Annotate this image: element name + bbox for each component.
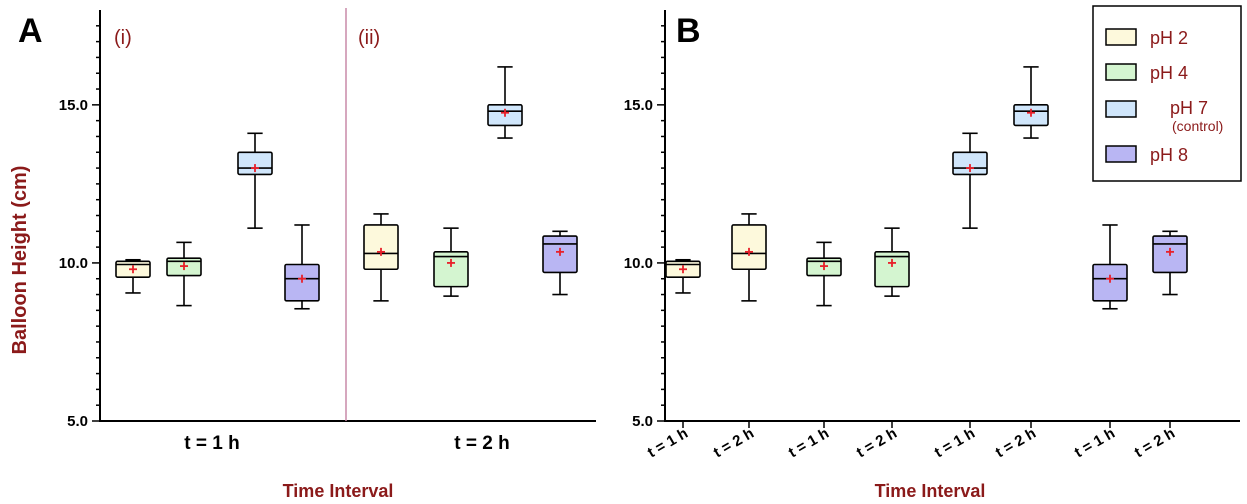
panel-b-xlabel: Time Interval [875, 481, 986, 501]
legend-label-ph4: pH 4 [1150, 63, 1188, 83]
panel-b-box-ph8 [1092, 224, 1128, 310]
legend: pH 2 pH 4 pH 7 (control) pH 8 [1092, 5, 1242, 182]
panel-a-box-ph7 [237, 132, 273, 229]
panel-a-boxes [115, 66, 578, 310]
panel-b-boxes [665, 66, 1188, 310]
panel-b-box-ph4 [806, 241, 842, 307]
panel-a-box-ph4 [433, 227, 469, 297]
panel-b-ytick-label: 5.0 [632, 413, 653, 430]
panel-b-box-ph2 [731, 213, 767, 302]
box-iqr [433, 251, 469, 288]
panel-a-ytick-label: 15.0 [59, 97, 88, 114]
legend-swatch-ph2 [1105, 28, 1137, 46]
panel-b-xtick-label: t = 1 h [932, 425, 978, 462]
panel-a-ylabel: Balloon Height (cm) [9, 166, 31, 355]
panel-b-box-ph2 [665, 258, 701, 294]
panel-a-ytick-label: 5.0 [67, 413, 88, 430]
legend-label-ph7: pH 7 [1170, 98, 1208, 118]
panel-b-xtick-label: t = 2 h [854, 425, 900, 462]
panel-b-xtick-label: t = 2 h [711, 425, 757, 462]
sub-label-ii: (ii) [358, 27, 380, 49]
panel-a-box-ph2 [363, 213, 399, 302]
panel-b-xtick-label: t = 1 h [1072, 425, 1118, 462]
legend-swatch-ph4 [1105, 63, 1137, 81]
panel-a-box-ph8 [284, 224, 320, 310]
panel-a-box-ph7 [487, 66, 523, 139]
panel-b-xtick-label: t = 1 h [786, 425, 832, 462]
panel-b-xtick-label: t = 2 h [993, 425, 1039, 462]
box-iqr [363, 224, 399, 271]
panel-a-group-label-2: t = 2 h [454, 433, 509, 454]
panel-b-letter: B [676, 12, 701, 50]
panel-a: A (i) (ii) Balloon Height (cm) 5.0 10.0 15… [9, 8, 596, 501]
box-iqr [874, 251, 910, 288]
panel-a-xlabel: Time Interval [283, 481, 394, 501]
panel-b-box-ph7 [1013, 66, 1049, 139]
legend-swatch-ph7 [1105, 100, 1137, 118]
panel-a-box-ph8 [542, 230, 578, 296]
legend-label-ph2: pH 2 [1150, 28, 1188, 48]
panel-b: B 5.0 10.0 15.0 t = 1 h t = 2 h t = 1 h t = 2… [624, 5, 1242, 501]
box-iqr [731, 224, 767, 271]
sub-label-i: (i) [114, 27, 132, 49]
panel-b-box-ph7 [952, 132, 988, 229]
legend-sub-ph7: (control) [1172, 118, 1223, 134]
panel-a-y-ticks: 5.0 10.0 15.0 [59, 25, 100, 430]
panel-b-xtick-label: t = 1 h [645, 425, 691, 462]
legend-label-ph8: pH 8 [1150, 145, 1188, 165]
panel-b-box-ph4 [874, 227, 910, 297]
panel-a-box-ph2 [115, 258, 151, 294]
legend-swatch-ph8 [1105, 145, 1137, 163]
panel-b-ytick-label: 15.0 [624, 97, 653, 114]
panel-b-y-ticks: 5.0 10.0 15.0 [624, 25, 665, 430]
panel-a-ytick-label: 10.0 [59, 255, 88, 272]
panel-a-letter: A [18, 12, 43, 50]
panel-b-x-ticks: t = 1 h t = 2 h t = 1 h t = 2 h t = 1 h t = 2… [645, 421, 1178, 461]
panel-a-group-label-1: t = 1 h [184, 433, 239, 454]
panel-b-box-ph8 [1152, 230, 1188, 296]
panel-a-box-ph4 [166, 241, 202, 307]
panel-b-xtick-label: t = 2 h [1132, 425, 1178, 462]
panel-b-ytick-label: 10.0 [624, 255, 653, 272]
